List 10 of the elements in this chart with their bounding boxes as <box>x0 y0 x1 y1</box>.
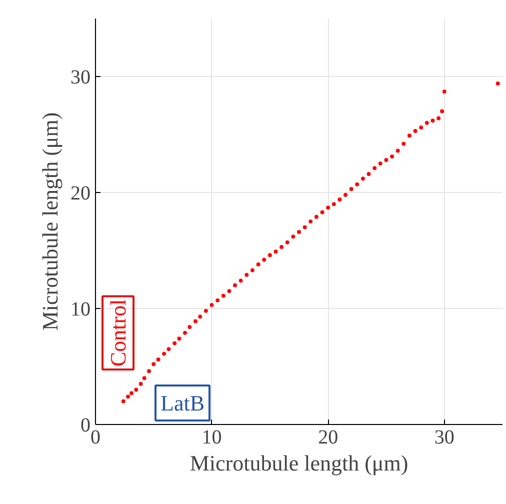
x-tick-label: 30 <box>434 426 454 448</box>
x-tick-label: 20 <box>318 426 338 448</box>
annotation: Control <box>106 299 130 366</box>
y-tick-label: 30 <box>70 66 90 88</box>
y-tick-label: 10 <box>70 298 90 320</box>
x-axis-title: Microtubule length (μm) <box>190 450 408 476</box>
y-tick-label: 20 <box>70 182 90 204</box>
annotation: LatB <box>160 390 204 416</box>
x-tick-label: 10 <box>202 426 222 448</box>
y-axis-title: Microtubule length (μm) <box>38 112 62 331</box>
